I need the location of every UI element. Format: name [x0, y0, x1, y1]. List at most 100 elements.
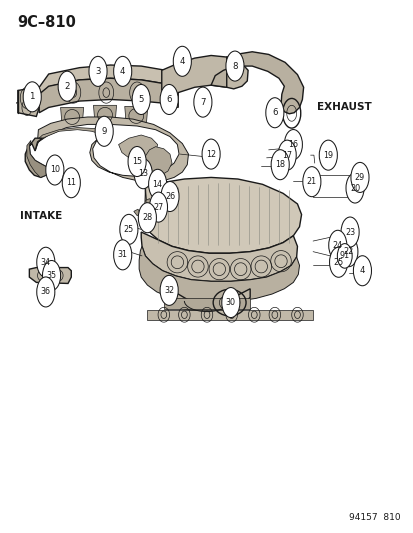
Ellipse shape — [89, 56, 107, 86]
Polygon shape — [27, 140, 49, 177]
Ellipse shape — [148, 169, 166, 199]
Ellipse shape — [46, 155, 64, 185]
Ellipse shape — [43, 261, 60, 290]
Ellipse shape — [62, 168, 80, 198]
Polygon shape — [164, 289, 249, 313]
Text: 2: 2 — [64, 82, 70, 91]
Text: 26: 26 — [164, 192, 175, 201]
Text: 30: 30 — [225, 298, 235, 307]
Text: 17: 17 — [281, 151, 292, 160]
Polygon shape — [35, 127, 108, 146]
Polygon shape — [164, 298, 249, 309]
Ellipse shape — [350, 163, 368, 192]
Ellipse shape — [221, 287, 239, 318]
Text: 18: 18 — [275, 160, 285, 169]
Ellipse shape — [95, 116, 113, 147]
Ellipse shape — [278, 140, 296, 170]
Text: 8: 8 — [232, 62, 237, 70]
Polygon shape — [39, 78, 178, 113]
Polygon shape — [157, 188, 164, 195]
Ellipse shape — [328, 230, 346, 260]
Ellipse shape — [337, 244, 351, 268]
Polygon shape — [29, 268, 71, 284]
Text: 27: 27 — [153, 203, 163, 212]
Ellipse shape — [37, 277, 55, 307]
Text: 29: 29 — [354, 173, 364, 182]
Text: 12: 12 — [206, 150, 216, 159]
Polygon shape — [93, 106, 116, 121]
Ellipse shape — [23, 82, 41, 112]
Ellipse shape — [340, 217, 358, 247]
Ellipse shape — [265, 98, 283, 128]
Text: 16: 16 — [288, 140, 298, 149]
Ellipse shape — [160, 84, 178, 115]
Ellipse shape — [173, 46, 191, 76]
Polygon shape — [39, 65, 178, 94]
Text: 25: 25 — [123, 225, 134, 234]
Text: 28: 28 — [142, 213, 152, 222]
Ellipse shape — [202, 139, 220, 169]
Text: 14: 14 — [152, 180, 162, 189]
Text: 15: 15 — [132, 157, 142, 166]
Text: 4: 4 — [359, 266, 364, 275]
Text: 6: 6 — [271, 108, 277, 117]
Text: 35: 35 — [46, 271, 57, 280]
Text: 22: 22 — [343, 247, 353, 256]
Text: 23: 23 — [344, 228, 354, 237]
Text: 1: 1 — [29, 92, 35, 101]
Text: 7: 7 — [199, 98, 205, 107]
Ellipse shape — [284, 130, 301, 159]
Polygon shape — [124, 107, 147, 122]
Ellipse shape — [149, 192, 167, 222]
Text: 24: 24 — [332, 241, 342, 250]
Polygon shape — [35, 117, 188, 182]
Text: 4: 4 — [179, 57, 185, 66]
Polygon shape — [147, 310, 312, 319]
Polygon shape — [144, 187, 146, 214]
Text: 11: 11 — [66, 178, 76, 187]
Ellipse shape — [302, 167, 320, 197]
Text: 9C–810: 9C–810 — [17, 14, 76, 30]
Text: 91: 91 — [339, 252, 349, 261]
Polygon shape — [161, 55, 247, 97]
Ellipse shape — [161, 182, 178, 212]
Text: 3: 3 — [95, 67, 100, 76]
Polygon shape — [18, 87, 39, 116]
Polygon shape — [139, 246, 299, 303]
Text: INTAKE: INTAKE — [20, 211, 62, 221]
Text: 34: 34 — [41, 258, 51, 266]
Ellipse shape — [339, 237, 357, 266]
Polygon shape — [133, 209, 141, 216]
Text: 20: 20 — [349, 183, 359, 192]
Ellipse shape — [37, 247, 55, 277]
Text: EXHAUST: EXHAUST — [316, 102, 371, 112]
Polygon shape — [145, 147, 172, 177]
Text: 10: 10 — [50, 166, 60, 174]
Polygon shape — [118, 135, 157, 160]
Text: 19: 19 — [323, 151, 332, 160]
Text: 21: 21 — [306, 177, 316, 186]
Polygon shape — [25, 138, 49, 177]
Ellipse shape — [225, 51, 243, 81]
Polygon shape — [60, 108, 83, 123]
Ellipse shape — [128, 147, 146, 176]
Ellipse shape — [193, 87, 211, 117]
Text: 4: 4 — [120, 67, 125, 76]
Ellipse shape — [160, 276, 178, 305]
Ellipse shape — [134, 159, 152, 189]
Text: 31: 31 — [117, 251, 127, 260]
Text: 32: 32 — [164, 286, 174, 295]
Text: 13: 13 — [138, 169, 148, 178]
Text: 94157  810: 94157 810 — [348, 513, 399, 522]
Ellipse shape — [271, 150, 289, 180]
Ellipse shape — [329, 247, 347, 277]
Text: 5: 5 — [138, 95, 144, 104]
Ellipse shape — [58, 71, 76, 101]
Polygon shape — [145, 199, 152, 205]
Ellipse shape — [318, 140, 337, 170]
Text: 6: 6 — [166, 95, 171, 104]
Ellipse shape — [114, 56, 131, 86]
Ellipse shape — [132, 84, 150, 115]
Text: 9: 9 — [101, 127, 107, 136]
Ellipse shape — [345, 173, 363, 203]
